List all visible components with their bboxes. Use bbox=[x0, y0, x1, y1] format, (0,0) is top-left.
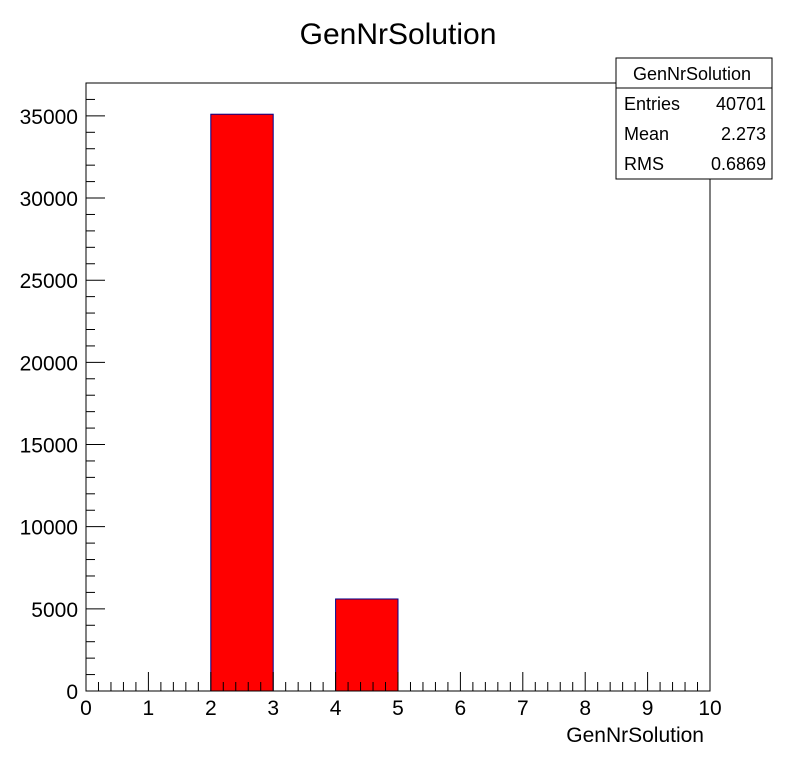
y-tick-label: 0 bbox=[66, 681, 78, 704]
y-tick-label: 35000 bbox=[20, 106, 78, 129]
x-tick-label: 1 bbox=[143, 697, 155, 720]
bars-layer bbox=[210, 113, 399, 692]
stats-box-title: GenNrSolution bbox=[633, 64, 751, 84]
stats-mean-label: Mean bbox=[624, 124, 669, 144]
y-tick-label: 5000 bbox=[31, 599, 78, 622]
histogram-bar-1 bbox=[335, 598, 399, 692]
x-tick-label: 7 bbox=[517, 697, 529, 720]
x-axis-label: GenNrSolution bbox=[566, 724, 704, 747]
y-tick-label: 20000 bbox=[20, 352, 78, 375]
x-tick-label: 3 bbox=[267, 697, 279, 720]
chart-title: GenNrSolution bbox=[300, 18, 497, 51]
x-tick-label: 6 bbox=[455, 697, 467, 720]
y-tick-label: 10000 bbox=[20, 517, 78, 540]
tick-labels: 0 1 2 3 4 5 6 7 8 9 10 0 5000 10000 15000 20000 25000 300… bbox=[20, 106, 722, 720]
y-tick-label: 30000 bbox=[20, 188, 78, 211]
x-tick-label: 2 bbox=[205, 697, 217, 720]
y-tick-label: 15000 bbox=[20, 435, 78, 458]
y-tick-label: 25000 bbox=[20, 270, 78, 293]
x-tick-label: 5 bbox=[392, 697, 404, 720]
x-tick-label: 8 bbox=[579, 697, 591, 720]
stats-mean-value: 2.273 bbox=[721, 124, 766, 144]
stats-box-frame bbox=[615, 57, 773, 180]
stats-entries-value: 40701 bbox=[716, 94, 766, 114]
stats-box: GenNrSolution Entries 40701 Mean 2.273 R… bbox=[615, 57, 773, 180]
stats-rms-value: 0.6869 bbox=[711, 154, 766, 174]
axis-ticks bbox=[85, 82, 711, 692]
x-tick-label: 0 bbox=[80, 697, 92, 720]
x-tick-label: 9 bbox=[642, 697, 654, 720]
x-tick-label: 10 bbox=[698, 697, 721, 720]
x-tick-label: 4 bbox=[330, 697, 342, 720]
stats-rms-label: RMS bbox=[624, 154, 664, 174]
histogram-bar-0 bbox=[210, 113, 274, 692]
stats-entries-label: Entries bbox=[624, 94, 680, 114]
